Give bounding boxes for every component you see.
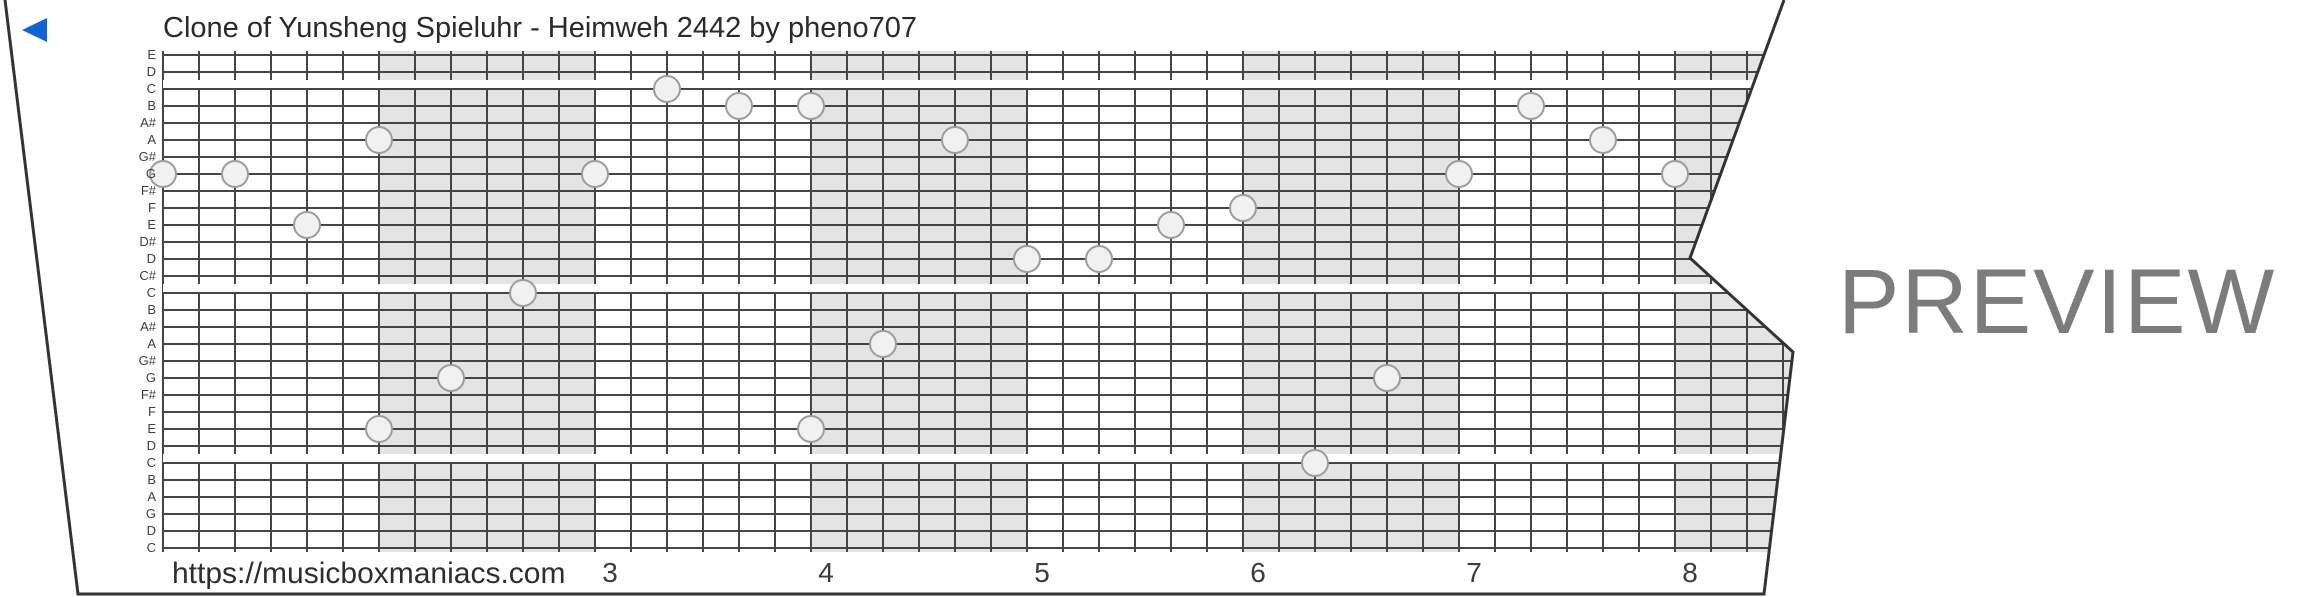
note-dot <box>437 364 465 392</box>
note-dot <box>509 279 537 307</box>
note-row-label: C <box>147 81 156 96</box>
note-row-label: G# <box>139 353 157 368</box>
beat-number: 6 <box>1250 557 1266 588</box>
note-row-label: F# <box>141 183 157 198</box>
note-row-label: D <box>147 64 156 79</box>
note-row-label: G# <box>139 149 157 164</box>
note-dot <box>293 211 321 239</box>
note-dot <box>581 160 609 188</box>
note-dot <box>1157 211 1185 239</box>
beat-numbers: 3 4 5 6 7 8 <box>602 557 1698 588</box>
watermark-url: https://musicboxmaniacs.com <box>172 557 565 590</box>
octave-separator <box>163 284 1793 292</box>
beat-number: 7 <box>1466 557 1482 588</box>
note-row-label: F <box>148 200 156 215</box>
note-row-label: F# <box>141 387 157 402</box>
note-row-label: D <box>147 438 156 453</box>
beat-number: 3 <box>602 557 618 588</box>
note-dot <box>365 126 393 154</box>
strip-outline <box>3 0 1795 596</box>
note-row-label: E <box>147 217 156 232</box>
note-dot <box>653 75 681 103</box>
note-dot <box>1589 126 1617 154</box>
note-row-label: A <box>147 336 156 351</box>
note-row-label: G <box>146 506 156 521</box>
note-dot <box>1445 160 1473 188</box>
note-dot <box>941 126 969 154</box>
note-row-label: B <box>147 302 156 317</box>
note-row-label: F <box>148 404 156 419</box>
note-row-label: B <box>147 472 156 487</box>
beat-number: 5 <box>1034 557 1050 588</box>
note-row-label: C <box>147 540 156 555</box>
note-row-label: B <box>147 98 156 113</box>
preview-watermark: PREVIEW <box>1838 251 2276 353</box>
note-row-label: E <box>147 421 156 436</box>
note-dot <box>1229 194 1257 222</box>
note-dot <box>1517 92 1545 120</box>
note-dot <box>1301 449 1329 477</box>
note-row-label: C <box>147 455 156 470</box>
note-row-label: A <box>147 489 156 504</box>
note-dot <box>797 415 825 443</box>
note-dot <box>221 160 249 188</box>
note-row-label: D <box>147 251 156 266</box>
note-dot <box>149 160 177 188</box>
page-title: Clone of Yunsheng Spieluhr - Heimweh 244… <box>163 12 917 44</box>
note-dot <box>365 415 393 443</box>
note-grid <box>149 51 1793 552</box>
note-row-label: A# <box>140 115 157 130</box>
note-row-label: D# <box>139 234 156 249</box>
note-dot <box>869 330 897 358</box>
note-dot <box>1661 160 1689 188</box>
octave-separator <box>163 454 1793 462</box>
note-row-label: C <box>147 285 156 300</box>
note-dot <box>725 92 753 120</box>
note-dot <box>797 92 825 120</box>
note-dot <box>1085 245 1113 273</box>
note-row-label: A <box>147 132 156 147</box>
note-row-label: C# <box>139 268 156 283</box>
note-dot <box>1013 245 1041 273</box>
beat-number: 4 <box>818 557 834 588</box>
note-row-label: G <box>146 370 156 385</box>
octave-separator <box>163 80 1793 88</box>
note-row-label: D <box>147 523 156 538</box>
note-row-label: A# <box>140 319 157 334</box>
note-dot <box>1373 364 1401 392</box>
back-arrow-icon[interactable] <box>22 18 47 42</box>
note-row-label: E <box>147 47 156 62</box>
beat-number: 8 <box>1682 557 1698 588</box>
note-row-label: G <box>146 166 156 181</box>
